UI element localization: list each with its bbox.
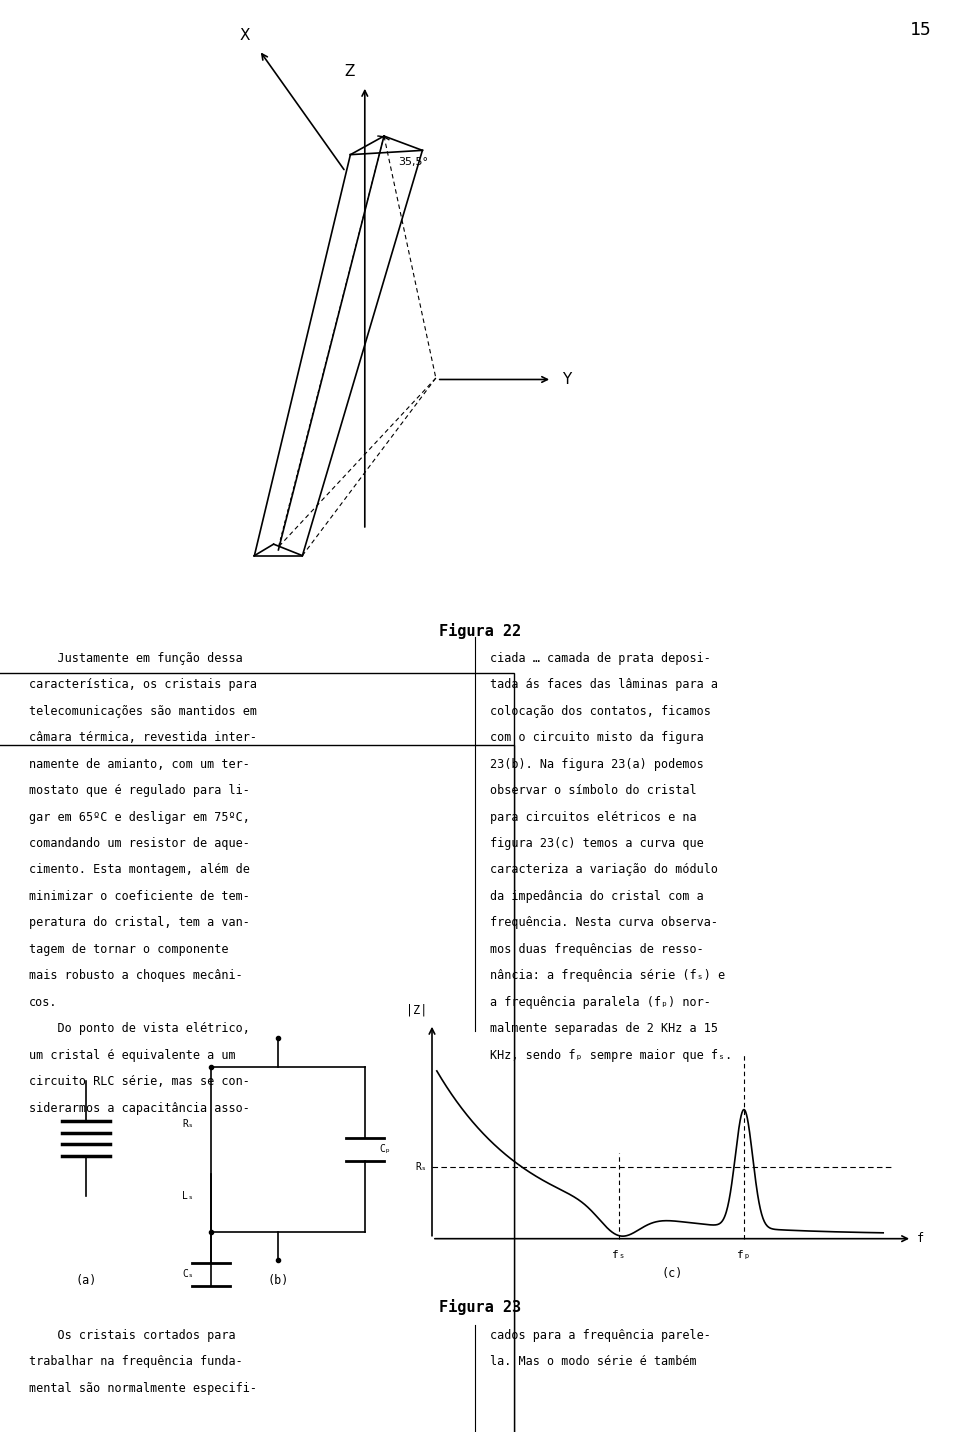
FancyBboxPatch shape (0, 745, 514, 1432)
FancyBboxPatch shape (0, 673, 514, 1432)
Text: cados para a frequência parele-: cados para a frequência parele- (490, 1329, 710, 1342)
Text: cos.: cos. (29, 997, 58, 1010)
Text: trabalhar na frequência funda-: trabalhar na frequência funda- (29, 1355, 243, 1369)
Text: mostato que é regulado para li-: mostato que é regulado para li- (29, 785, 250, 798)
Text: 15: 15 (909, 21, 931, 40)
Text: tagem de tornar o componente: tagem de tornar o componente (29, 944, 228, 957)
Text: minimizar o coeficiente de tem-: minimizar o coeficiente de tem- (29, 891, 250, 904)
Text: (c): (c) (661, 1267, 683, 1280)
Text: mental são normalmente especifi-: mental são normalmente especifi- (29, 1382, 257, 1395)
Text: circuito RLC série, mas se con-: circuito RLC série, mas se con- (29, 1075, 250, 1088)
Text: da impedância do cristal com a: da impedância do cristal com a (490, 891, 704, 904)
Text: comandando um resistor de aque-: comandando um resistor de aque- (29, 836, 250, 851)
Text: Cₛ: Cₛ (182, 1270, 194, 1279)
Text: f: f (917, 1232, 924, 1246)
Text: um cristal é equivalente a um: um cristal é equivalente a um (29, 1048, 235, 1063)
Text: Os cristais cortados para: Os cristais cortados para (29, 1329, 235, 1342)
Text: tada ás faces das lâminas para a: tada ás faces das lâminas para a (490, 679, 718, 692)
Text: Y: Y (562, 372, 571, 387)
Text: mais robusto a choques mecâni-: mais robusto a choques mecâni- (29, 969, 243, 982)
Text: 23(b). Na figura 23(a) podemos: 23(b). Na figura 23(a) podemos (490, 758, 704, 770)
Text: Cₚ: Cₚ (379, 1144, 391, 1154)
Text: Do ponto de vista elétrico,: Do ponto de vista elétrico, (29, 1022, 250, 1035)
Text: 35,5°: 35,5° (398, 158, 428, 166)
Text: KHz, sendo fₚ sempre maior que fₛ.: KHz, sendo fₚ sempre maior que fₛ. (490, 1048, 732, 1063)
Text: la. Mas o modo série é também: la. Mas o modo série é também (490, 1355, 696, 1369)
Text: a frequência paralela (fₚ) nor-: a frequência paralela (fₚ) nor- (490, 997, 710, 1010)
Text: telecomunicações são mantidos em: telecomunicações são mantidos em (29, 705, 257, 717)
Text: ciada … camada de prata deposi-: ciada … camada de prata deposi- (490, 652, 710, 664)
Text: Figura 23: Figura 23 (439, 1299, 521, 1315)
Text: colocação dos contatos, ficamos: colocação dos contatos, ficamos (490, 705, 710, 717)
Text: (b): (b) (268, 1274, 289, 1287)
Text: Lₛ: Lₛ (182, 1191, 194, 1200)
Text: mos duas frequências de resso-: mos duas frequências de resso- (490, 944, 704, 957)
Text: característica, os cristais para: característica, os cristais para (29, 679, 257, 692)
Text: X: X (239, 29, 250, 43)
Text: Rₛ: Rₛ (182, 1120, 194, 1128)
Text: fₛ: fₛ (612, 1250, 626, 1260)
Text: |Z|: |Z| (406, 1004, 427, 1017)
Text: fₚ: fₚ (737, 1250, 751, 1260)
Text: peratura do cristal, tem a van-: peratura do cristal, tem a van- (29, 916, 250, 929)
Text: caracteriza a variação do módulo: caracteriza a variação do módulo (490, 863, 718, 876)
Text: para circuitos elétricos e na: para circuitos elétricos e na (490, 811, 696, 823)
Text: figura 23(c) temos a curva que: figura 23(c) temos a curva que (490, 836, 704, 851)
Text: Z: Z (345, 64, 355, 79)
Text: gar em 65ºC e desligar em 75ºC,: gar em 65ºC e desligar em 75ºC, (29, 811, 250, 823)
Text: Figura 22: Figura 22 (439, 623, 521, 639)
Text: siderarmos a capacitância asso-: siderarmos a capacitância asso- (29, 1103, 250, 1116)
Text: frequência. Nesta curva observa-: frequência. Nesta curva observa- (490, 916, 718, 929)
Text: câmara térmica, revestida inter-: câmara térmica, revestida inter- (29, 730, 257, 745)
Text: namente de amianto, com um ter-: namente de amianto, com um ter- (29, 758, 250, 770)
Text: (a): (a) (76, 1274, 97, 1287)
Text: Justamente em função dessa: Justamente em função dessa (29, 652, 243, 664)
Text: observar o símbolo do cristal: observar o símbolo do cristal (490, 785, 696, 798)
Text: malmente separadas de 2 KHz a 15: malmente separadas de 2 KHz a 15 (490, 1022, 718, 1035)
Text: Rₛ: Rₛ (416, 1163, 427, 1171)
Text: com o circuito misto da figura: com o circuito misto da figura (490, 730, 704, 745)
Text: cimento. Esta montagem, além de: cimento. Esta montagem, além de (29, 863, 250, 876)
Text: nância: a frequência série (fₛ) e: nância: a frequência série (fₛ) e (490, 969, 725, 982)
